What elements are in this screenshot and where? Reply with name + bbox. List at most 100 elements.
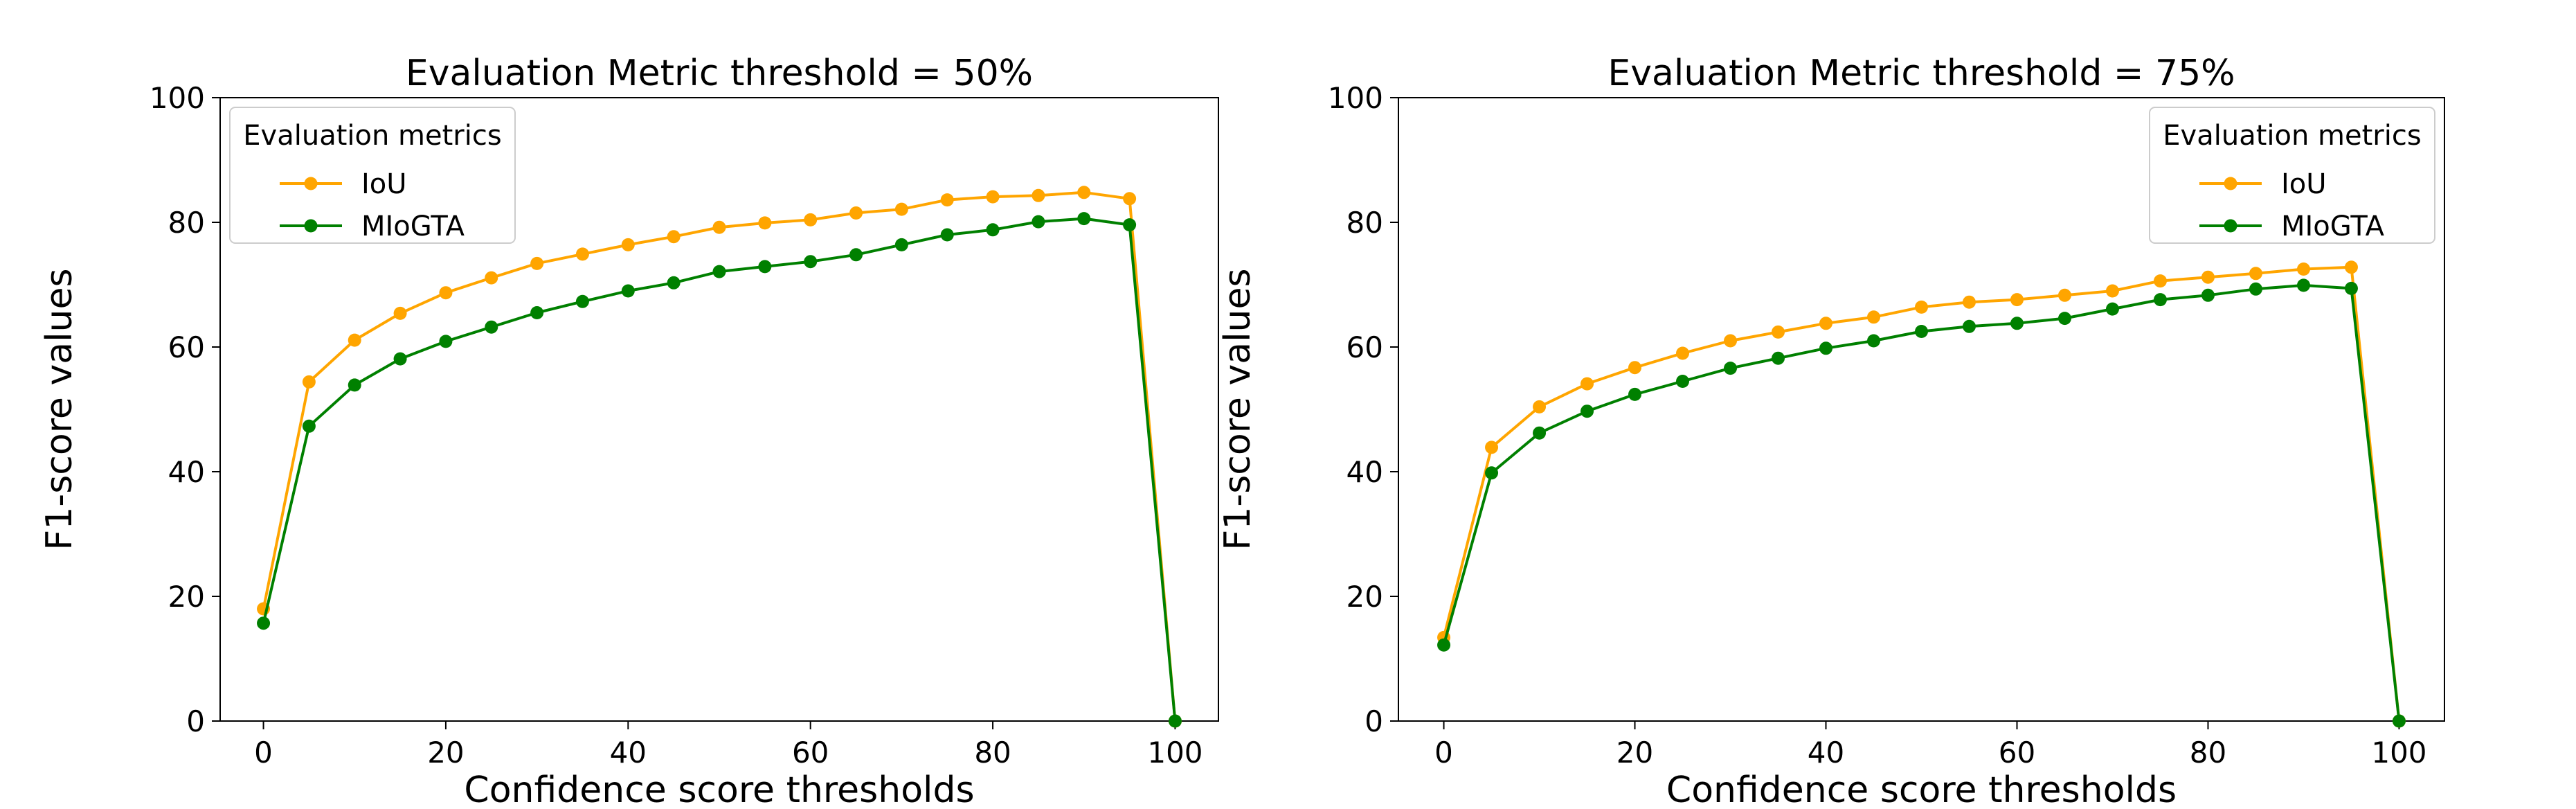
data-point-miogta — [393, 352, 407, 366]
y-tick-label: 40 — [1346, 455, 1383, 489]
legend-swatch-marker — [304, 177, 318, 190]
data-point-miogta — [1168, 714, 1182, 728]
data-point-iou — [1485, 441, 1499, 454]
data-point-iou — [2249, 267, 2262, 281]
data-point-iou — [1867, 310, 1881, 324]
data-point-miogta — [2296, 278, 2310, 292]
y-tick-label: 0 — [186, 704, 205, 738]
data-point-iou — [758, 216, 772, 230]
data-point-miogta — [2344, 281, 2358, 295]
data-point-miogta — [1867, 334, 1881, 348]
y-tick-label: 0 — [1364, 704, 1383, 738]
data-point-iou — [804, 213, 818, 226]
data-point-iou — [894, 202, 908, 216]
data-point-miogta — [439, 335, 453, 348]
legend-label: MIoGTA — [361, 211, 465, 242]
data-point-iou — [621, 238, 635, 251]
y-tick-label: 80 — [168, 206, 205, 240]
y-tick-label: 100 — [150, 81, 205, 115]
data-point-iou — [348, 333, 361, 347]
data-point-iou — [575, 247, 589, 261]
data-point-miogta — [1077, 212, 1091, 226]
data-point-miogta — [667, 276, 681, 290]
y-tick-label: 100 — [1328, 81, 1383, 115]
data-point-miogta — [2249, 282, 2262, 296]
data-point-iou — [2344, 260, 2358, 274]
data-point-miogta — [2105, 302, 2119, 316]
y-tick-label: 60 — [168, 330, 205, 364]
data-point-miogta — [485, 320, 498, 334]
data-point-miogta — [1437, 638, 1451, 652]
x-axis-label: Confidence score thresholds — [464, 770, 974, 809]
data-point-miogta — [986, 223, 1000, 237]
data-point-miogta — [1915, 325, 1928, 338]
series-line-miogta — [1442, 283, 2401, 722]
data-point-iou — [1772, 325, 1785, 339]
legend-label: IoU — [361, 168, 407, 200]
data-point-miogta — [2201, 288, 2215, 302]
data-point-iou — [986, 190, 1000, 204]
data-point-miogta — [348, 378, 361, 392]
data-point-miogta — [621, 284, 635, 298]
legend-title: Evaluation metrics — [243, 120, 501, 152]
legend-label: IoU — [2281, 168, 2327, 200]
data-point-miogta — [1724, 362, 1738, 375]
data-point-iou — [2201, 270, 2215, 284]
data-point-iou — [849, 206, 863, 220]
legend-box — [2149, 107, 2435, 244]
data-point-iou — [485, 271, 498, 285]
x-tick-label: 20 — [427, 736, 464, 770]
x-tick-label: 20 — [1616, 736, 1653, 770]
legend: Evaluation metrics IoU MIoGTA — [2149, 107, 2435, 244]
data-point-iou — [1032, 188, 1045, 202]
chart-panel-1: Evaluation Metric threshold = 50% 0 20 40 60… — [39, 53, 1219, 809]
data-point-miogta — [575, 294, 589, 308]
data-point-miogta — [1676, 375, 1690, 388]
x-tick-label: 100 — [2371, 736, 2426, 770]
data-point-miogta — [1962, 319, 1976, 333]
data-point-miogta — [302, 419, 316, 433]
data-point-iou — [1962, 295, 1976, 309]
data-point-iou — [2296, 263, 2310, 276]
y-tick-label: 20 — [1346, 580, 1383, 614]
data-point-iou — [1123, 192, 1137, 206]
x-tick-label: 80 — [974, 736, 1011, 770]
chart-panel-2: Evaluation Metric threshold = 75% 0 20 40 60… — [1217, 53, 2445, 809]
x-tick-label: 100 — [1147, 736, 1203, 770]
y-tick-label: 40 — [168, 455, 205, 489]
data-point-iou — [1724, 334, 1738, 348]
data-point-iou — [1533, 400, 1547, 414]
data-point-iou — [1077, 186, 1091, 199]
data-point-iou — [2010, 293, 2024, 307]
data-point-iou — [2105, 284, 2119, 298]
series-miogta — [1437, 278, 2406, 728]
data-point-iou — [712, 220, 726, 234]
legend-label: MIoGTA — [2281, 211, 2385, 242]
data-point-miogta — [849, 248, 863, 262]
data-point-miogta — [1580, 404, 1594, 418]
data-point-miogta — [712, 265, 726, 278]
x-tick-label: 40 — [610, 736, 647, 770]
data-point-miogta — [530, 306, 544, 319]
data-point-iou — [439, 286, 453, 300]
axes-frame — [219, 97, 1219, 722]
data-point-iou — [530, 256, 544, 270]
data-point-iou — [1628, 361, 1642, 375]
data-point-miogta — [940, 228, 954, 242]
data-point-iou — [302, 375, 316, 389]
data-point-miogta — [2010, 317, 2024, 330]
data-point-miogta — [2392, 714, 2406, 728]
legend-title: Evaluation metrics — [2163, 120, 2421, 152]
series-line-miogta — [262, 217, 1177, 722]
x-tick-label: 40 — [1808, 736, 1844, 770]
series-miogta — [257, 212, 1182, 728]
data-point-miogta — [804, 255, 818, 269]
data-point-iou — [1580, 377, 1594, 391]
legend: Evaluation metrics IoU MIoGTA — [229, 107, 516, 244]
data-point-iou — [940, 193, 954, 207]
series-iou — [257, 186, 1182, 728]
legend-swatch-marker — [2224, 219, 2237, 233]
data-point-miogta — [1533, 426, 1547, 440]
data-point-miogta — [257, 616, 271, 630]
